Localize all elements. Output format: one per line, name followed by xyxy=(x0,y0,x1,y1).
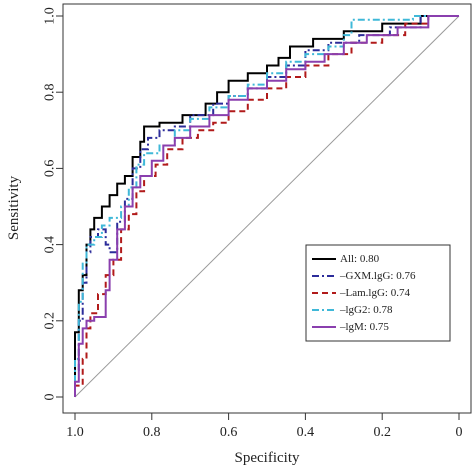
legend-label-2: –GXM.lgG: 0.76 xyxy=(339,270,416,282)
x-tick-label: 0.8 xyxy=(143,425,161,440)
series-line-5 xyxy=(74,15,459,397)
series-layer xyxy=(74,15,459,397)
legend: All: 0.80 –GXM.lgG: 0.76 –Lam.lgG: 0.74 –lg… xyxy=(305,244,451,342)
legend-label-1: All: 0.80 xyxy=(340,253,380,265)
y-tick-label: 0.2 xyxy=(43,312,58,330)
x-tick-label: 0 xyxy=(456,425,463,440)
x-axis-label: Specificity xyxy=(235,450,300,466)
legend-label-4: –lgG2: 0.78 xyxy=(339,304,393,316)
legend-label-5: –lgM: 0.75 xyxy=(339,321,389,333)
y-tick-label: 1.0 xyxy=(43,7,58,25)
legend-label-3: –Lam.lgG: 0.74 xyxy=(339,287,410,299)
y-axis-label: Sensitivity xyxy=(6,175,22,240)
plot-frame xyxy=(62,3,472,414)
reference-diagonal-line xyxy=(74,15,460,398)
legend-box xyxy=(305,244,451,342)
series-line-2 xyxy=(74,15,459,397)
y-axis: 0 0.2 0.4 0.6 0.8 1.0 xyxy=(43,7,63,401)
x-tick-label: 1.0 xyxy=(66,425,84,440)
x-tick-label: 0.2 xyxy=(373,425,391,440)
x-axis: 1.0 0.8 0.6 0.4 0.2 0 xyxy=(66,413,463,440)
x-tick-label: 0.4 xyxy=(297,425,315,440)
y-tick-label: 0.6 xyxy=(43,160,58,178)
y-tick-label: 0.4 xyxy=(43,236,58,254)
y-tick-label: 0.8 xyxy=(43,83,58,101)
y-tick-label: 0 xyxy=(43,394,58,401)
series-line-1 xyxy=(74,15,459,397)
x-tick-label: 0.6 xyxy=(220,425,238,440)
